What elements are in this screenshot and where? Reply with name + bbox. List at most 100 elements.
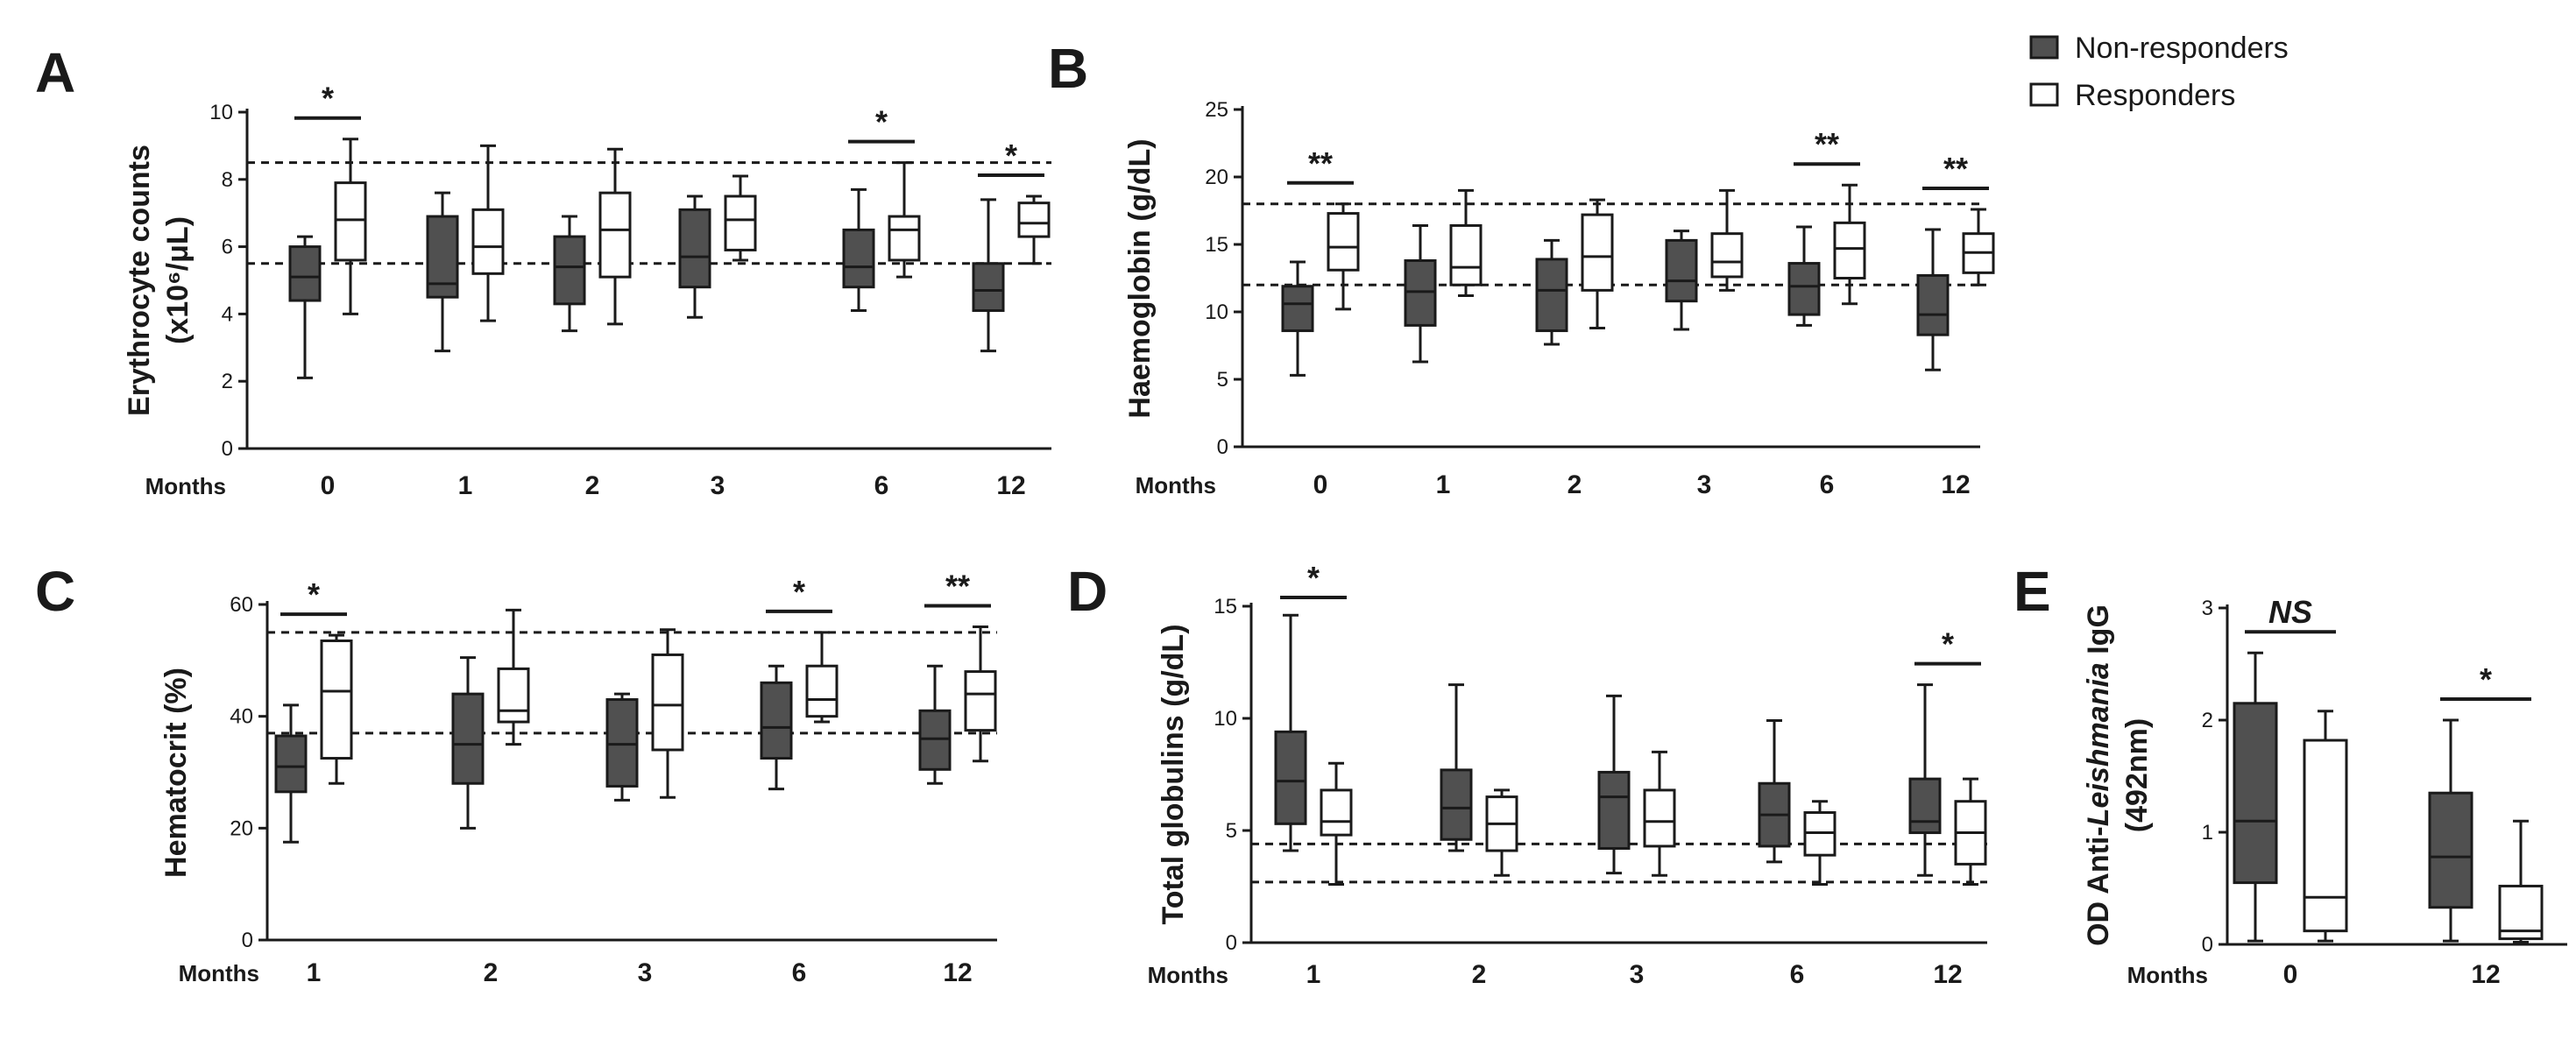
significance-marker: NS [2245,594,2336,634]
y-axis-label-line: Hematocrit (%) [159,668,193,878]
box-responders [1327,202,1360,311]
x-category-label: 2 [1472,960,1487,989]
y-tick-label: 0 [222,437,233,461]
box-body [651,653,684,752]
y-tick-label: 6 [222,236,233,259]
significance-marker: * [766,574,832,613]
significance-label: * [322,81,334,117]
x-category-label: 12 [943,958,972,987]
x-axis-label: Months [1136,472,1216,498]
box-body [288,245,322,302]
box-responders [320,633,353,785]
box-body [497,667,530,724]
y-tick-label: 4 [222,302,233,326]
box-body [972,262,1005,313]
x-category-label: 6 [792,958,807,987]
box-responders [1017,194,1051,265]
box-body [1665,238,1698,303]
y-tick-label: 40 [230,705,253,729]
box-body [724,194,757,251]
box-body [451,692,485,785]
box-body [1281,285,1314,333]
y-axis-label: Total globulins (g/dL) [1157,624,1190,924]
y-axis-label-line: (x10⁶/μL) [161,216,195,344]
box-body [842,228,875,289]
box-responders [2303,710,2348,943]
x-category-label: 0 [1313,470,1328,499]
box-body [918,709,952,771]
box-responders [1320,761,1353,886]
y-axis-label-line: (492nm) [2120,718,2154,832]
box-responders [651,628,684,799]
y-axis-label-line: Total globulins (g/dL) [1157,624,1190,924]
box-body [2233,702,2278,885]
x-category-label: 2 [585,471,600,500]
y-tick-label: 15 [1214,595,1237,618]
box-responders [2498,819,2544,944]
significance-marker: * [848,104,915,144]
box-body [1597,770,1631,850]
x-category-label: 6 [1820,470,1835,499]
legend: Non-responders Responders [2029,32,2289,112]
y-tick-label: 0 [1226,931,1237,955]
box-non-responders [1758,719,1791,864]
legend-label-responders: Responders [2075,79,2235,112]
y-tick-label: 1 [2202,821,2213,845]
box-body [1535,258,1568,333]
box-body [605,698,639,788]
box-non-responders [972,198,1005,353]
x-category-label: 6 [874,471,889,500]
box-body [1320,788,1353,837]
y-tick-label: 10 [1214,707,1237,731]
box-non-responders [1597,694,1631,875]
box-responders [1581,198,1614,329]
x-category-label: 0 [2283,960,2298,989]
legend-swatch-non-responders [2029,35,2059,60]
box-non-responders [2233,651,2278,943]
x-category-label: 12 [1933,960,1962,989]
x-category-label: 6 [1790,960,1805,989]
box-body [678,208,711,289]
box-body [964,670,997,732]
significance-label: * [875,104,888,140]
box-responders [598,147,632,326]
box-body [2428,791,2473,909]
box-body [1710,232,1744,279]
x-category-label: 1 [458,471,473,500]
box-non-responders [842,187,875,313]
box-responders [334,138,367,315]
y-axis-label: Haemoglobin (g/dL) [1123,138,1157,418]
y-axis-label: Hematocrit (%) [159,668,193,878]
box-non-responders [451,656,485,830]
significance-label: NS [2268,594,2312,630]
panel-letter: A [35,41,75,104]
significance-label: ** [945,569,970,604]
significance-marker: * [2440,661,2531,701]
significance-label: * [793,574,805,610]
y-axis-label-part: Leishmania [2082,662,2115,826]
y-tick-label: 3 [2202,597,2213,620]
y-tick-label: 20 [1205,166,1228,189]
significance-label: * [1942,626,1954,662]
box-non-responders [1908,683,1942,877]
box-body [1581,213,1614,292]
y-tick-label: 2 [2202,709,2213,732]
y-axis-label-line: Haemoglobin (g/dL) [1123,138,1157,418]
y-tick-label: 60 [230,593,253,617]
significance-label: ** [1943,151,1968,187]
box-non-responders [1281,260,1314,377]
box-non-responders [1404,223,1437,364]
x-axis-label: Months [2127,962,2208,988]
x-category-label: 0 [321,471,336,500]
y-tick-label: 15 [1205,233,1228,257]
box-non-responders [1665,230,1698,331]
box-non-responders [426,191,459,353]
box-responders [888,161,921,279]
box-responders [1643,750,1676,877]
box-non-responders [274,703,308,844]
significance-label: * [2480,661,2492,697]
x-axis-label: Months [1148,962,1228,988]
